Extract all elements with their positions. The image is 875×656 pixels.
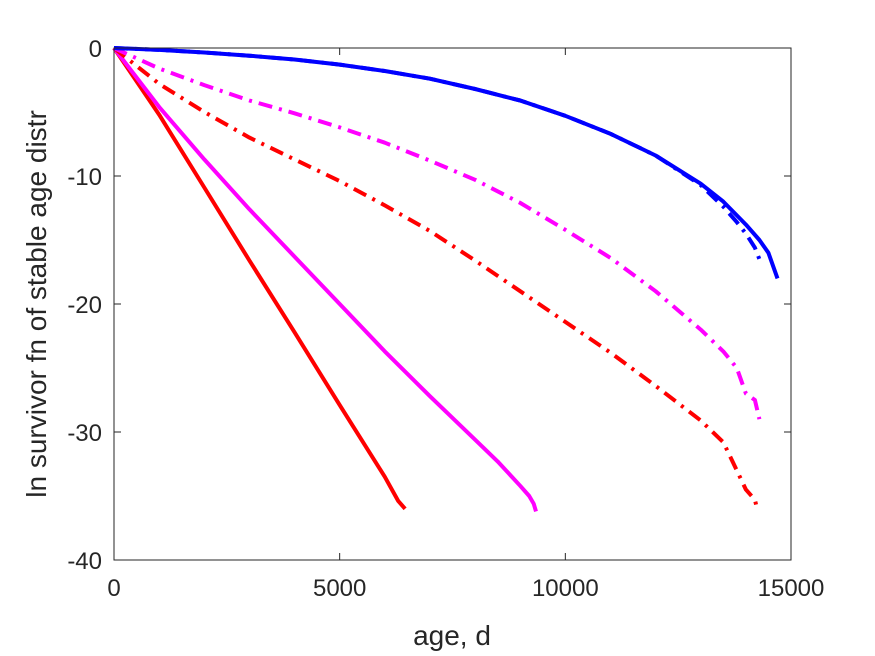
plot-background (114, 48, 791, 560)
series-line-3 (112, 46, 760, 510)
x-axis-label: age, d (413, 620, 491, 651)
series-line-4 (113, 46, 762, 420)
series-line-6 (113, 46, 762, 260)
y-tick-label: -30 (67, 420, 102, 447)
series-line-2 (112, 46, 538, 512)
y-axis-label: ln survivor fn of stable age distr (21, 110, 52, 498)
x-tick-label: 15000 (758, 575, 825, 602)
x-tick-label: 0 (107, 575, 120, 602)
series-line-1 (112, 46, 407, 511)
y-tick-label: -40 (67, 548, 102, 575)
x-tick-label: 5000 (313, 575, 366, 602)
y-tick-label: -20 (67, 292, 102, 319)
y-tick-label: 0 (89, 36, 102, 63)
x-tick-label: 10000 (532, 575, 599, 602)
y-tick-label: -10 (67, 164, 102, 191)
series-layer (112, 46, 780, 512)
axis-layer: 0 5000 10000 15000 0 -10 -20 -30 -40 (67, 36, 824, 602)
